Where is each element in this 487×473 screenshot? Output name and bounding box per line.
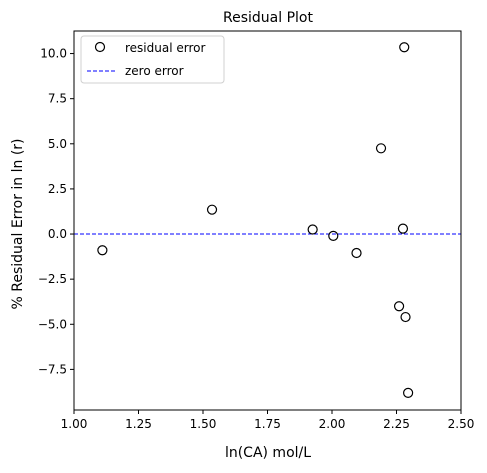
x-tick-label: 1.50 — [190, 417, 217, 431]
plot-area: 1.00 1.25 1.50 1.75 2.00 2.25 2.50 −7.5 −5.0 −2.5… — [38, 30, 475, 431]
legend-residual-label: residual error — [125, 41, 205, 55]
y-tick-label: 5.0 — [48, 137, 67, 151]
y-tick-label: 0.0 — [48, 227, 67, 241]
y-tick-label: −7.5 — [38, 362, 67, 376]
x-tick-label: 1.75 — [254, 417, 281, 431]
legend: residual error zero error — [80, 35, 225, 84]
y-tick-label: 10.0 — [40, 47, 67, 61]
residual-point — [307, 224, 318, 235]
residual-point — [375, 143, 387, 154]
x-tick-label: 2.50 — [448, 417, 475, 431]
x-tick-label: 1.25 — [125, 417, 152, 431]
residual-point — [397, 223, 409, 234]
residual-point — [403, 387, 414, 398]
residual-point — [393, 301, 405, 312]
plot-frame — [73, 30, 462, 411]
residual-point — [399, 42, 410, 53]
y-tick-label: 2.5 — [48, 182, 67, 196]
chart-title: Residual Plot — [223, 10, 313, 26]
residual-point — [206, 204, 218, 215]
legend-zero-label: zero error — [125, 64, 184, 78]
residual-point — [328, 230, 339, 241]
residual-point — [400, 311, 411, 323]
x-tick-label: 2.00 — [319, 417, 346, 431]
y-axis-label: % Residual Error in ln (r) — [10, 138, 26, 309]
x-tick-label: 1.00 — [61, 417, 88, 431]
y-tick-label: −5.0 — [38, 317, 67, 331]
legend-residual-marker — [94, 41, 106, 53]
y-tick-label: −2.5 — [38, 272, 67, 286]
residual-point — [351, 247, 362, 259]
residual-point — [97, 245, 108, 256]
x-tick-label: 2.25 — [383, 417, 410, 431]
y-tick-label: 7.5 — [48, 92, 67, 106]
x-axis-label: ln(CA) mol/L — [225, 445, 311, 461]
legend-frame — [80, 35, 225, 84]
